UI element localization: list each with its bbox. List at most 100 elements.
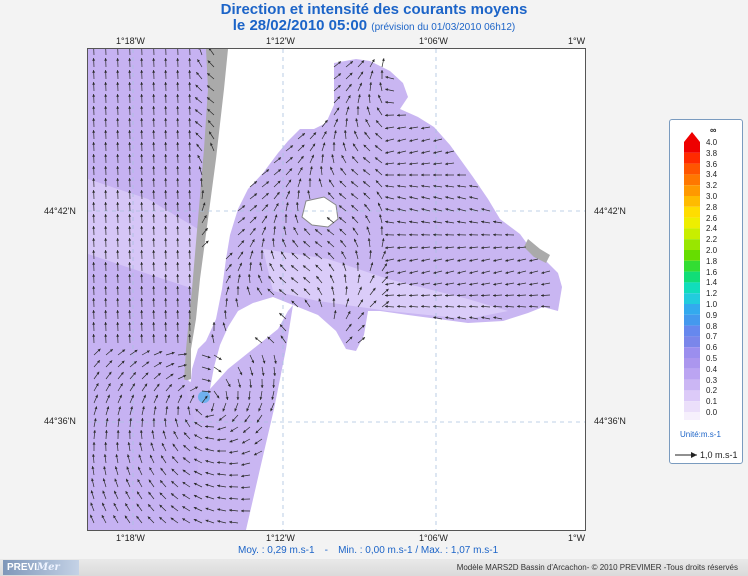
current-arrowhead: [359, 82, 362, 86]
current-arrowhead: [92, 58, 96, 61]
current-arrowhead: [409, 162, 412, 166]
current-arrowhead: [164, 286, 168, 289]
current-arrowhead: [183, 432, 187, 436]
current-arrowhead: [128, 310, 132, 313]
legend-level-label: 3.6: [706, 159, 718, 169]
current-arrowhead: [140, 166, 144, 169]
current-arrowhead: [517, 305, 520, 308]
current-arrowhead: [97, 348, 101, 352]
current-arrowhead: [347, 311, 351, 315]
legend-swatch: [684, 412, 700, 420]
current-arrowhead: [149, 454, 153, 458]
current-arrowhead: [409, 220, 412, 224]
current-arrowhead: [433, 196, 437, 199]
current-arrowhead: [370, 262, 374, 266]
current-arrowhead: [360, 299, 363, 303]
current-arrowhead: [140, 298, 144, 301]
current-arrowhead: [198, 166, 202, 170]
current-arrowhead: [188, 118, 192, 121]
current-arrowhead: [273, 373, 277, 376]
current-arrowhead: [124, 515, 128, 519]
current-map[interactable]: [87, 48, 586, 531]
current-arrowhead: [172, 456, 175, 460]
current-arrowhead: [258, 274, 261, 278]
current-arrowhead: [160, 480, 163, 484]
current-arrowhead: [140, 94, 144, 97]
current-arrowhead: [125, 503, 128, 507]
current-arrowhead: [146, 350, 150, 354]
current-arrowhead: [152, 130, 156, 133]
current-arrowhead: [334, 130, 337, 134]
current-arrowhead: [283, 226, 287, 230]
current-arrowhead: [229, 520, 232, 524]
current-arrowhead: [280, 264, 283, 268]
current-arrowhead: [505, 259, 509, 262]
current-arrowhead: [409, 259, 413, 262]
current-arrowhead: [201, 190, 205, 193]
current-arrowhead: [128, 106, 132, 109]
current-arrowhead: [176, 262, 180, 265]
current-arrowhead: [104, 238, 108, 241]
current-arrowhead: [505, 305, 508, 308]
current-arrowhead: [291, 252, 295, 256]
current-arrowhead: [152, 286, 156, 289]
current-arrowhead: [385, 246, 388, 250]
current-arrowhead: [116, 274, 120, 277]
current-arrowhead: [421, 233, 424, 237]
current-arrowhead: [116, 154, 120, 157]
legend-colorbar: [684, 132, 700, 420]
current-arrowhead: [349, 72, 353, 76]
current-arrowhead: [164, 190, 168, 193]
current-arrowhead: [318, 298, 322, 302]
current-arrowhead: [116, 118, 120, 121]
legend-level-label: 1.8: [706, 256, 718, 266]
current-arrowhead: [315, 264, 319, 268]
current-arrowhead: [341, 155, 345, 159]
current-arrowhead: [291, 265, 295, 268]
current-arrowhead: [385, 100, 388, 104]
current-arrowhead: [375, 180, 379, 184]
current-arrowhead: [493, 220, 496, 224]
current-arrowhead: [188, 286, 192, 289]
current-arrowhead: [188, 154, 192, 157]
legend-level-label: 0.8: [706, 321, 718, 331]
current-arrowhead: [161, 443, 165, 446]
current-arrowhead: [266, 181, 269, 185]
current-arrowhead: [433, 246, 436, 250]
current-arrowhead: [375, 145, 378, 149]
current-arrowhead: [92, 454, 95, 457]
current-arrowhead: [290, 145, 293, 149]
current-arrowhead: [140, 58, 144, 61]
current-arrowhead: [146, 361, 150, 365]
current-arrowhead: [289, 168, 293, 172]
current-arrowhead: [445, 208, 449, 211]
current-arrowhead: [104, 214, 108, 217]
legend-level-label: 0.1: [706, 397, 718, 407]
current-arrowhead: [136, 516, 140, 519]
previmer-logo[interactable]: PREVIMer: [3, 560, 79, 575]
current-arrowhead: [126, 466, 130, 470]
current-arrowhead: [91, 478, 94, 482]
current-arrowhead: [355, 118, 359, 122]
current-arrowhead: [164, 130, 168, 133]
current-arrowhead: [188, 58, 192, 61]
current-arrowhead: [152, 94, 156, 97]
current-arrowhead: [445, 294, 448, 297]
current-arrowhead: [176, 274, 180, 277]
current-arrowhead: [128, 286, 132, 289]
current-arrowhead: [274, 360, 277, 364]
current-arrowhead: [128, 322, 132, 325]
current-arrowhead: [362, 337, 365, 341]
current-arrowhead: [128, 238, 132, 241]
current-arrowhead: [152, 106, 156, 109]
current-arrowhead: [107, 394, 110, 398]
legend-swatch: [684, 217, 700, 229]
current-arrowhead: [267, 336, 271, 340]
current-arrowhead: [164, 178, 168, 181]
current-arrowhead: [229, 462, 232, 465]
current-arrowhead: [116, 286, 120, 289]
current-arrowhead: [114, 466, 118, 470]
current-arrowhead: [170, 373, 174, 377]
legend-level-label: 2.8: [706, 202, 718, 212]
current-arrowhead: [351, 205, 355, 208]
